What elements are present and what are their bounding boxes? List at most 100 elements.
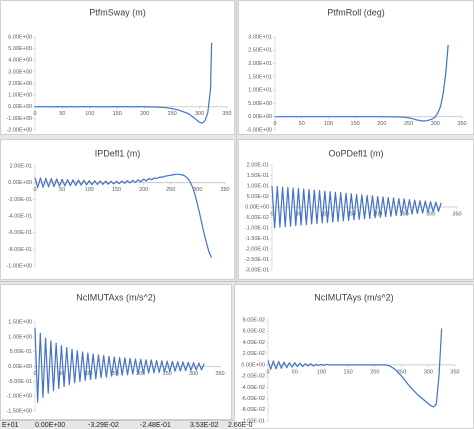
data-line [34,327,205,403]
y-tick-label: 3.00E+01 [248,34,272,40]
y-tick-label: -3.00E-01 [245,267,269,273]
y-tick-label: 0.00E+00 [241,362,265,368]
y-tick-label: -2.00E+00 [6,127,32,133]
chart-title: IPDefl1 (m) [95,148,141,158]
y-tick-label: 1.00E+01 [248,88,272,94]
data-line [267,328,443,408]
y-tick-label: -1.50E+00 [6,408,32,414]
x-tick-label: 150 [112,187,121,193]
x-tick-label: 200 [139,187,148,193]
chart-title: PtfmSway (m) [89,7,146,17]
x-tick-label: 250 [404,121,413,127]
y-tick-label: -8.00E-02 [241,407,265,413]
x-tick-label: 100 [324,121,333,127]
x-tick-label: 50 [59,111,65,117]
y-tick-label: 5.00E-02 [247,194,269,200]
x-tick-label: 350 [220,187,229,193]
x-tick-label: 0 [33,371,36,377]
y-tick-label: -5.00E-02 [245,215,269,221]
y-tick-label: 1.00E+00 [8,334,32,340]
x-tick-label: 300 [195,111,204,117]
x-tick-label: 350 [457,121,466,127]
y-tick-label: 5.00E-01 [10,349,32,355]
x-tick-label: 100 [317,369,326,375]
x-tick-label: 50 [59,187,65,193]
x-tick-label: 300 [189,371,198,377]
y-tick-label: 2.00E-01 [247,162,269,168]
x-tick-label: 0 [33,187,36,193]
x-tick-label: 300 [431,121,440,127]
x-tick-label: 200 [140,111,149,117]
data-line [34,173,212,258]
y-tick-label: 4.00E+00 [8,58,32,64]
y-tick-label: 0.00E+00 [245,204,269,210]
x-tick-label: 100 [320,211,329,217]
y-tick-label: -2.00E-02 [241,374,265,380]
y-tick-label: -5.00E+00 [246,127,272,133]
x-tick-label: 150 [351,121,360,127]
y-tick-label: -4.00E-01 [8,213,32,219]
chart-title: NcIMUTAxs (m/s^2) [76,292,156,302]
x-tick-label: 0 [33,111,36,117]
y-tick-label: -2.00E-01 [245,246,269,252]
chart-title: NcIMUTAys (m/s^2) [314,292,393,302]
y-tick-label: 1.50E-01 [247,173,269,179]
sheet-cell: 2.66E-0 [228,422,253,429]
x-tick-label: 300 [193,187,202,193]
x-tick-label: 150 [344,369,353,375]
sheet-cell: -2.48E-01 [140,422,171,429]
y-tick-label: -8.00E-01 [8,247,32,253]
x-tick-label: 200 [370,369,379,375]
x-tick-label: 300 [424,369,433,375]
y-tick-label: 5.00E+00 [8,46,32,52]
chart-frame [0,0,235,135]
sheet-cell: 3.53E-02 [190,422,219,429]
x-tick-label: 250 [168,111,177,117]
x-tick-label: 250 [400,211,409,217]
x-tick-label: 100 [83,371,92,377]
y-tick-label: 0.00E+00 [8,364,32,370]
y-tick-label: -6.00E-02 [241,396,265,402]
x-tick-label: 50 [292,369,298,375]
x-tick-label: 0 [270,211,273,217]
y-tick-label: 2.50E+01 [248,48,272,54]
y-tick-label: -4.00E-02 [241,385,265,391]
y-tick-label: 0.00E+00 [248,114,272,120]
x-tick-label: 250 [166,187,175,193]
y-tick-label: -1.00E-01 [241,418,265,424]
y-tick-label: 2.00E+00 [8,81,32,87]
y-tick-label: 8.00E-02 [243,317,265,323]
x-tick-label: 150 [110,371,119,377]
x-tick-label: 150 [347,211,356,217]
y-tick-label: -6.00E-01 [8,230,32,236]
x-tick-label: 200 [377,121,386,127]
y-tick-label: 0.00E+00 [8,180,32,186]
y-tick-label: -1.00E+00 [6,116,32,122]
chart-title: PtfmRoll (deg) [327,7,385,17]
data-line [35,42,213,124]
x-tick-label: 350 [215,371,224,377]
data-line [275,44,449,122]
y-tick-label: 0.00E+00 [8,104,32,110]
x-tick-label: 0 [266,369,269,375]
x-tick-label: 0 [273,121,276,127]
x-tick-label: 200 [136,371,145,377]
x-tick-label: 50 [295,211,301,217]
x-tick-label: 50 [299,121,305,127]
chart-frame [0,139,235,280]
x-tick-label: 350 [222,111,231,117]
y-tick-label: -1.50E-01 [245,236,269,242]
x-tick-label: 350 [452,211,461,217]
y-tick-label: 3.00E+00 [8,69,32,75]
x-tick-label: 300 [426,211,435,217]
y-tick-label: 2.00E-02 [243,351,265,357]
y-tick-label: 1.00E+00 [8,93,32,99]
x-tick-label: 350 [450,369,459,375]
x-tick-label: 100 [85,111,94,117]
y-tick-label: 5.00E+00 [248,101,272,107]
x-tick-label: 100 [85,187,94,193]
y-tick-label: 2.00E-01 [10,163,32,169]
chart-frame [234,284,474,429]
chart-frame [238,0,474,135]
